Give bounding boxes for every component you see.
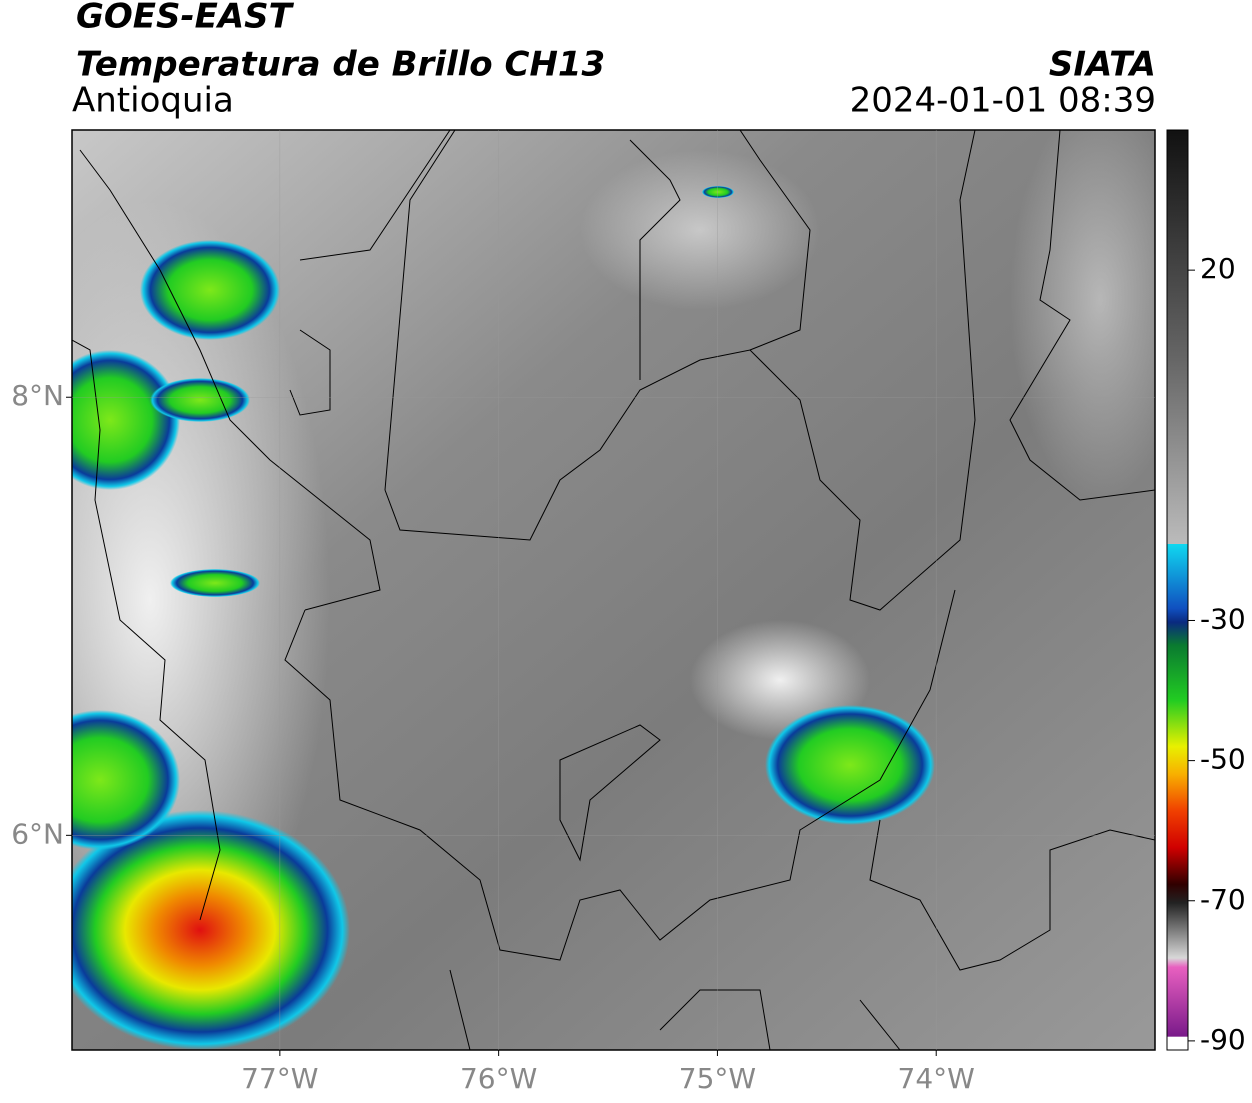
source: SIATA (1049, 45, 1156, 85)
colorbar-tick-label: -30 (1200, 602, 1246, 635)
datetime: 2024-01-01 08:39 (850, 81, 1156, 121)
subtitle: Temperatura de Brillo CH13 (76, 45, 605, 85)
satellite-image (72, 130, 1155, 1050)
x-tick-label: 75°W (679, 1062, 756, 1095)
map-frame (71, 129, 1156, 1051)
colorbar-tick-label: -50 (1200, 743, 1246, 776)
x-tick-label: 77°W (241, 1062, 318, 1095)
x-tick-label: 74°W (898, 1062, 975, 1095)
y-tick-label: 6°N (11, 817, 64, 850)
colorbar-tick-label: -90 (1200, 1023, 1246, 1056)
colorbar-tick-label: 20 (1200, 252, 1236, 285)
y-tick-label: 8°N (11, 379, 64, 412)
region: Antioquia (72, 81, 234, 121)
title: GOES-EAST (76, 0, 295, 37)
x-tick-label: 76°W (460, 1062, 537, 1095)
colorbar (1166, 129, 1189, 1051)
colorbar-tick-label: -70 (1200, 883, 1246, 916)
